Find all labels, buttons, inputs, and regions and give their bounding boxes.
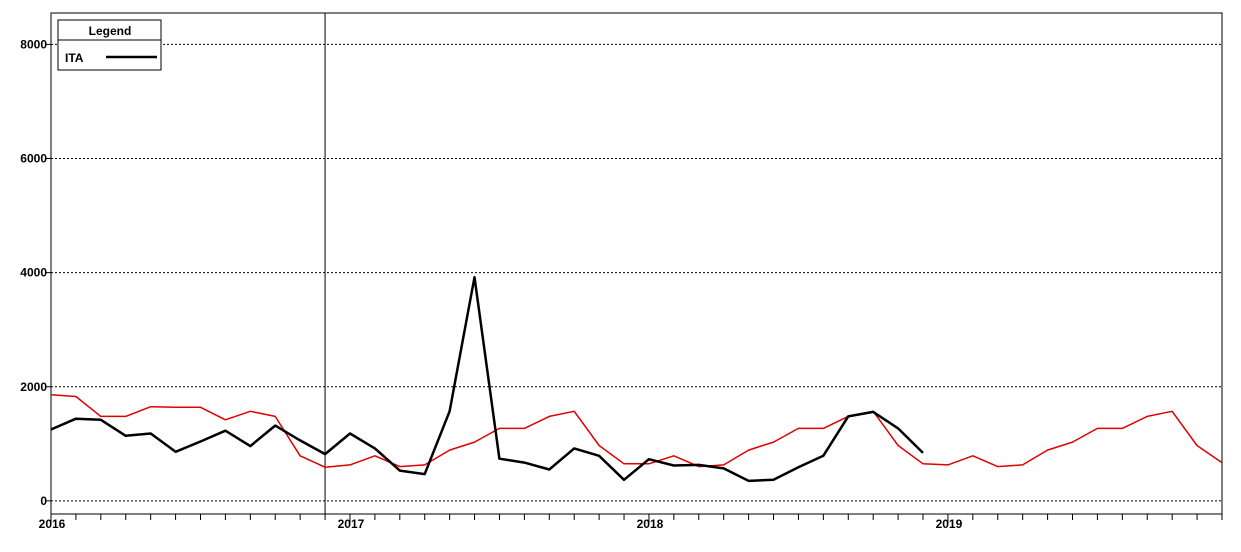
y-tick-label: 8000 bbox=[20, 37, 47, 51]
y-tick-label: 0 bbox=[40, 494, 47, 508]
x-axis-ticks: 2016 2017 2018 2019 bbox=[39, 514, 1223, 531]
legend-entry-label: ITA bbox=[65, 51, 84, 65]
series-line-red bbox=[50, 393, 1223, 468]
x-tick-label: 2017 bbox=[338, 517, 365, 531]
y-tick-label: 2000 bbox=[20, 380, 47, 394]
y-tick-label: 6000 bbox=[20, 152, 47, 166]
y-axis-ticks: 0 2000 4000 6000 8000 bbox=[20, 37, 51, 508]
series-line-ita bbox=[50, 275, 924, 483]
y-tick-label: 4000 bbox=[20, 266, 47, 280]
x-tick-label: 2018 bbox=[637, 517, 664, 531]
plot-area bbox=[50, 12, 1223, 515]
x-tick-label: 2016 bbox=[39, 517, 66, 531]
legend-title: Legend bbox=[89, 24, 132, 38]
series-group bbox=[50, 275, 1223, 483]
gridlines bbox=[51, 43, 1222, 502]
legend-box bbox=[57, 19, 162, 71]
legend: Legend ITA bbox=[57, 19, 162, 71]
x-tick-label: 2019 bbox=[936, 517, 963, 531]
